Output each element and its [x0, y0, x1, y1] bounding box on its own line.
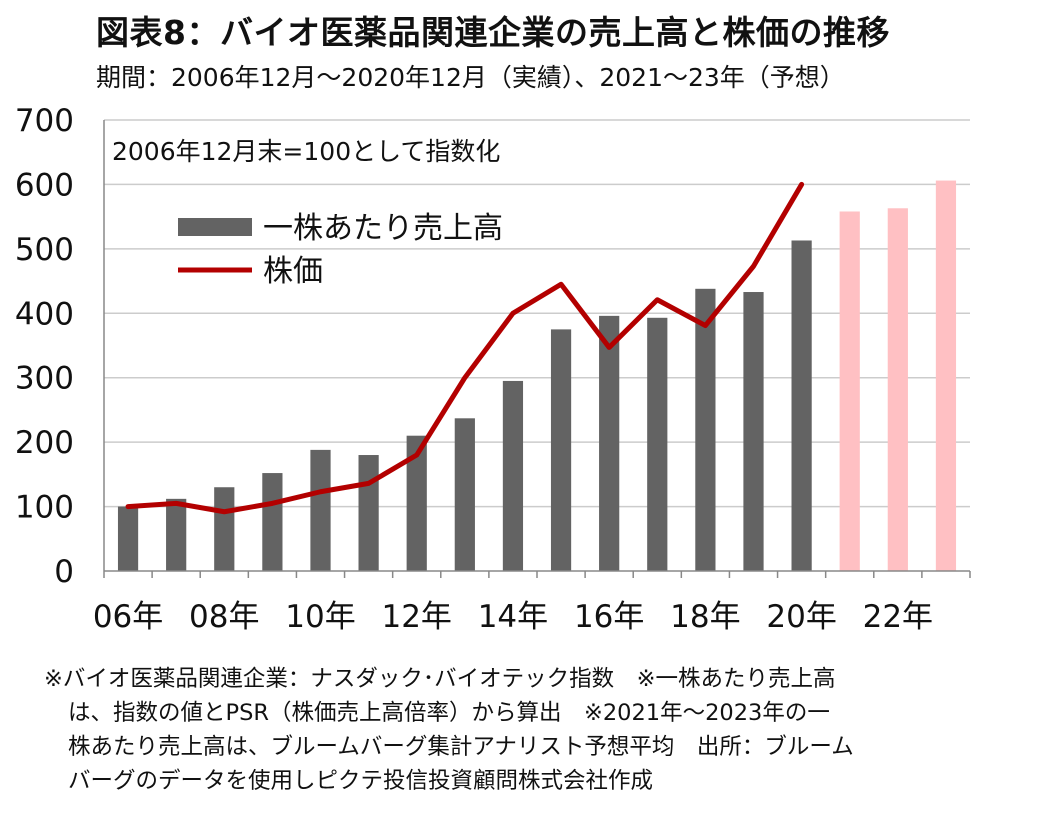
bar [791, 240, 812, 571]
forecast-bar [887, 208, 908, 571]
y-tick-labels: 0 100 200 300 400 500 600 700 [15, 103, 74, 590]
axes [103, 120, 971, 578]
y-tick-label: 300 [15, 361, 74, 397]
x-tick-label: 06年 [93, 599, 163, 635]
x-tick-label: 12年 [381, 599, 451, 635]
forecast-bar [839, 211, 860, 571]
x-tick-labels: 06年 08年 10年 12年 14年 16年 18年 20年 22年 [93, 599, 933, 635]
y-tick-label: 200 [15, 425, 74, 461]
index-note: 2006年12月末=100として指数化 [112, 137, 500, 166]
footnote-line: バーグのデータを使用しピクテ投信投資顧問株式会社作成 [68, 768, 654, 794]
y-tick-label: 700 [15, 103, 74, 139]
footnote: ※バイオ医薬品関連企業：ナスダック･バイオテック指数 ※一株あたり売上高 は、指… [44, 662, 1019, 798]
footnote-line: は、指数の値とPSR（株価売上高倍率）から算出 ※2021年～2023年の一 [68, 700, 830, 726]
footnote-line: ※バイオ医薬品関連企業：ナスダック･バイオテック指数 ※一株あたり売上高 [44, 666, 836, 692]
chart-area: 0 100 200 300 400 500 600 700 06年 08年 10年 12年 14年 16… [15, 103, 971, 635]
footnote-line: 株あたり売上高は、ブルームバーグ集計アナリスト予想平均 出所：ブルーム [68, 734, 854, 760]
y-tick-label: 400 [15, 296, 74, 332]
bar [310, 449, 331, 571]
legend: 一株あたり売上高 株価 [178, 211, 503, 289]
forecast-bar [935, 180, 957, 571]
bar-series [117, 180, 957, 571]
bar [117, 506, 139, 571]
bar [743, 292, 764, 571]
bar [550, 329, 572, 571]
y-tick-label: 600 [15, 167, 74, 203]
legend-line-label: 株価 [263, 254, 323, 289]
x-tick-label: 18年 [670, 599, 740, 635]
bar [262, 473, 283, 571]
bar [599, 315, 620, 571]
chart-title: 図表8：バイオ医薬品関連企業の売上高と株価の推移 [96, 13, 890, 52]
x-tick-label: 14年 [478, 599, 548, 635]
bar [358, 455, 379, 571]
bar [502, 380, 524, 571]
y-tick-label: 100 [15, 490, 74, 526]
bar [647, 317, 668, 571]
bar [406, 435, 427, 571]
y-tick-label: 0 [54, 554, 74, 590]
x-tick-label: 08年 [189, 599, 259, 635]
x-tick-label: 20年 [766, 599, 836, 635]
x-tick-label: 10年 [285, 599, 355, 635]
bar [166, 498, 187, 571]
chart-subtitle: 期間：2006年12月～2020年12月（実績）、2021～23年（予想） [96, 63, 845, 92]
y-tick-label: 500 [15, 232, 74, 268]
bar [695, 288, 716, 571]
bar [214, 487, 235, 571]
bar [454, 418, 475, 571]
legend-bar-label: 一株あたり売上高 [263, 211, 503, 246]
legend-bar-swatch [178, 218, 252, 236]
price-line [125, 181, 805, 515]
line-series [125, 181, 805, 515]
x-tick-label: 22年 [863, 599, 933, 635]
x-tick-label: 16年 [574, 599, 644, 635]
